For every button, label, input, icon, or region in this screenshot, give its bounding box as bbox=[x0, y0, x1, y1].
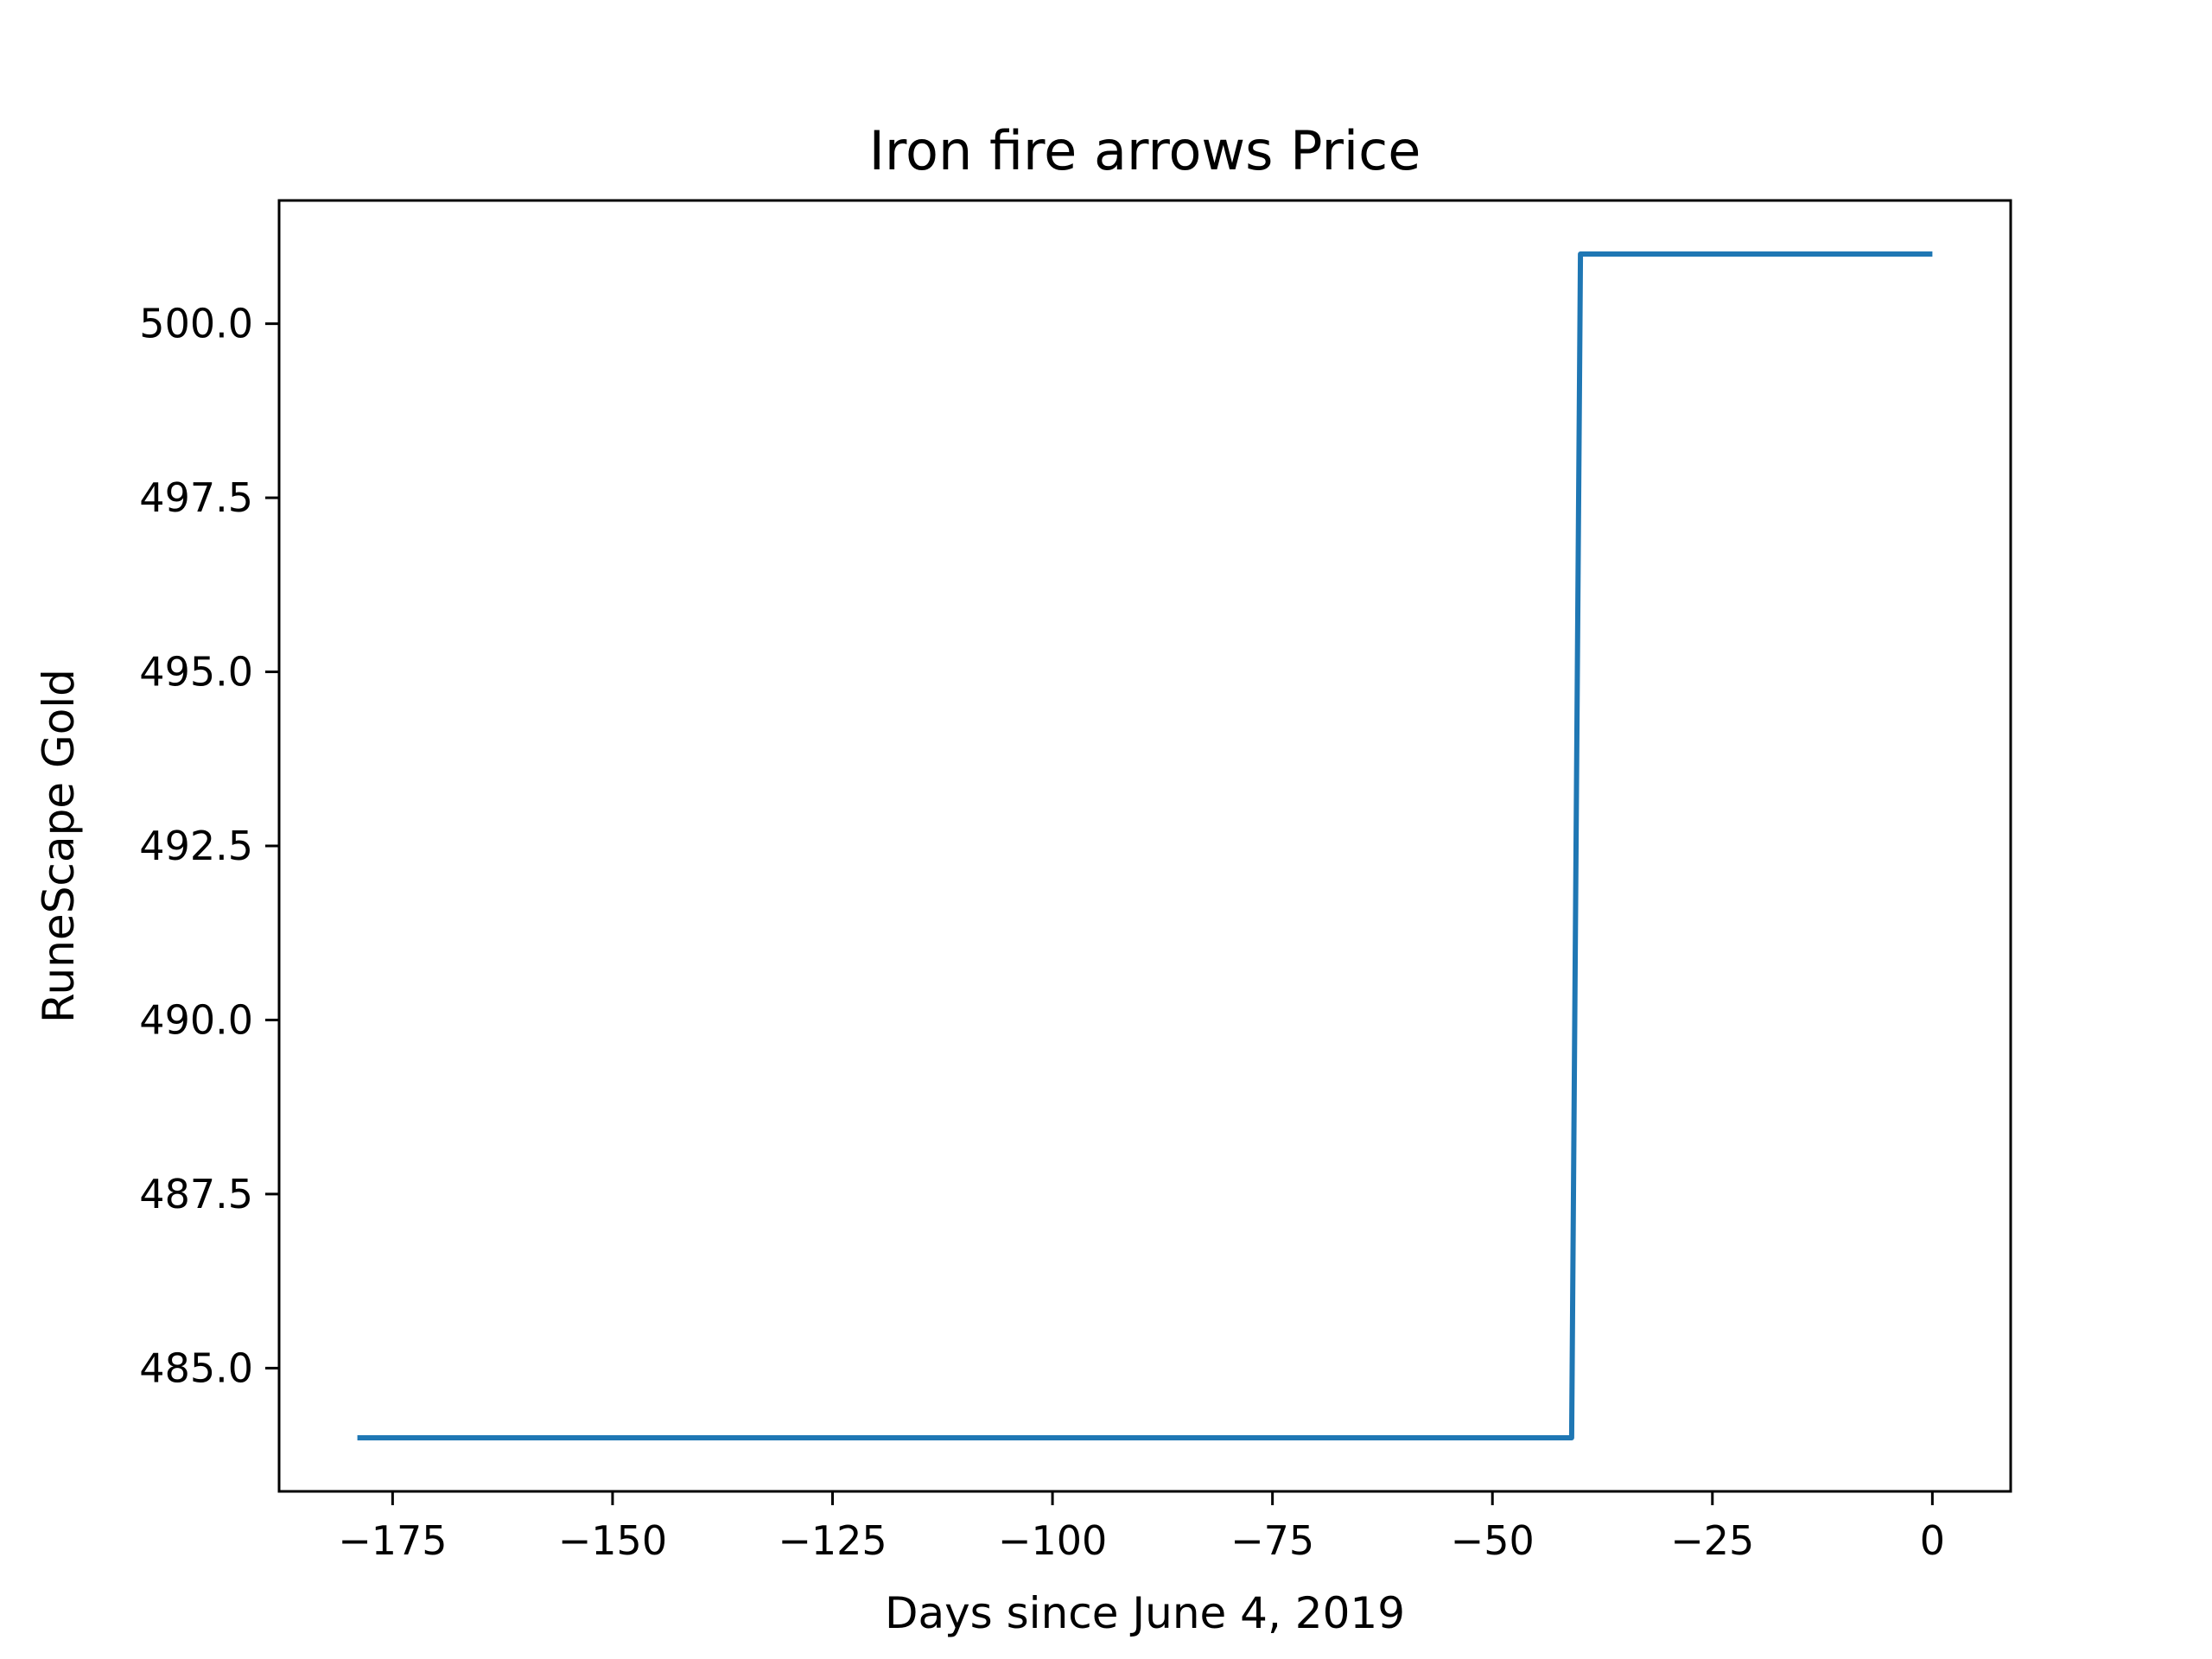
x-tick-label: −150 bbox=[558, 1517, 667, 1564]
chart-title: Iron fire arrows Price bbox=[869, 119, 1421, 182]
x-tick-label: −50 bbox=[1451, 1517, 1535, 1564]
y-tick-label: 487.5 bbox=[139, 1171, 253, 1217]
y-tick-label: 492.5 bbox=[139, 823, 253, 869]
x-axis: −175 −150 −125 −100 −75 −50 −25 0 bbox=[338, 1491, 1945, 1564]
y-tick-label: 495.0 bbox=[139, 649, 253, 696]
x-tick-label: −125 bbox=[778, 1517, 887, 1564]
x-tick-label: −175 bbox=[338, 1517, 447, 1564]
y-tick-label: 490.0 bbox=[139, 996, 253, 1043]
series-layer bbox=[357, 251, 1933, 1440]
x-tick-label: −100 bbox=[998, 1517, 1107, 1564]
y-tick-label: 485.0 bbox=[139, 1344, 253, 1391]
x-tick-label: 0 bbox=[1920, 1517, 1945, 1564]
price-series-line bbox=[357, 251, 1933, 1440]
x-tick-label: −25 bbox=[1670, 1517, 1754, 1564]
y-axis-label: RuneScape Gold bbox=[34, 669, 84, 1023]
y-tick-label: 500.0 bbox=[139, 301, 253, 347]
x-axis-label: Days since June 4, 2019 bbox=[885, 1588, 1405, 1638]
y-tick-label: 497.5 bbox=[139, 474, 253, 521]
x-tick-label: −75 bbox=[1230, 1517, 1314, 1564]
y-axis: 485.0 487.5 490.0 492.5 495.0 497.5 500.0 bbox=[139, 301, 279, 1391]
